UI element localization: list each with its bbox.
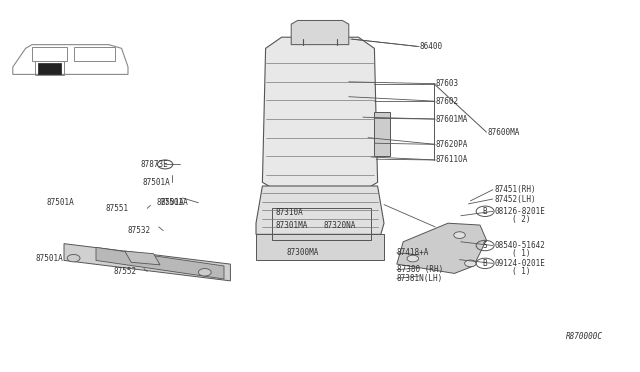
Polygon shape (291, 20, 349, 45)
Text: 87873E: 87873E (141, 160, 168, 169)
Text: B: B (483, 207, 488, 216)
Text: 87603: 87603 (436, 79, 459, 88)
Text: ( 2): ( 2) (512, 215, 531, 224)
Circle shape (198, 269, 211, 276)
Circle shape (407, 255, 419, 262)
Polygon shape (125, 251, 160, 265)
Text: B: B (483, 259, 488, 268)
Text: 87320NA: 87320NA (323, 221, 356, 230)
Text: 87501A: 87501A (46, 198, 74, 207)
Text: ( 1): ( 1) (512, 249, 531, 258)
Text: 86400: 86400 (419, 42, 442, 51)
Text: 87452(LH): 87452(LH) (495, 195, 536, 203)
Text: 87620PA: 87620PA (436, 140, 468, 149)
Polygon shape (397, 223, 486, 273)
Text: 08126-8201E: 08126-8201E (495, 207, 545, 216)
Text: 87501A: 87501A (35, 254, 63, 263)
Text: 87300MA: 87300MA (287, 248, 319, 257)
Bar (74, 47, 115, 61)
Text: S: S (483, 241, 488, 250)
Circle shape (454, 232, 465, 238)
Text: 87501A: 87501A (157, 198, 184, 207)
Polygon shape (262, 37, 378, 190)
Text: 87532: 87532 (128, 226, 151, 235)
Text: 87301MA: 87301MA (275, 221, 308, 230)
Text: 87380 (RH): 87380 (RH) (397, 265, 443, 274)
Bar (38, 63, 61, 74)
Text: 09124-0201E: 09124-0201E (495, 259, 545, 268)
Bar (256, 234, 384, 260)
Text: 87552: 87552 (113, 267, 136, 276)
Text: ( 1): ( 1) (512, 267, 531, 276)
Text: 87551: 87551 (106, 204, 129, 213)
Bar (374, 112, 390, 156)
Text: B7501A: B7501A (160, 198, 188, 207)
Text: 87501A: 87501A (142, 178, 170, 187)
Text: 87601MA: 87601MA (436, 115, 468, 124)
Text: 87611OA: 87611OA (436, 155, 468, 164)
Circle shape (465, 260, 476, 267)
Text: 87418+A: 87418+A (397, 248, 429, 257)
Polygon shape (64, 244, 230, 281)
Text: 87310A: 87310A (275, 208, 303, 217)
Bar (35, 61, 64, 75)
Text: R870000C: R870000C (566, 332, 604, 341)
Bar (272, 208, 371, 240)
Polygon shape (256, 186, 384, 234)
Circle shape (67, 254, 80, 262)
Text: 87381N(LH): 87381N(LH) (397, 274, 443, 283)
Polygon shape (96, 247, 224, 279)
Text: 08540-51642: 08540-51642 (495, 241, 545, 250)
Bar (32, 47, 67, 61)
Text: 87451(RH): 87451(RH) (495, 185, 536, 194)
Text: 87602: 87602 (436, 97, 459, 106)
Text: 87600MA: 87600MA (488, 128, 520, 137)
